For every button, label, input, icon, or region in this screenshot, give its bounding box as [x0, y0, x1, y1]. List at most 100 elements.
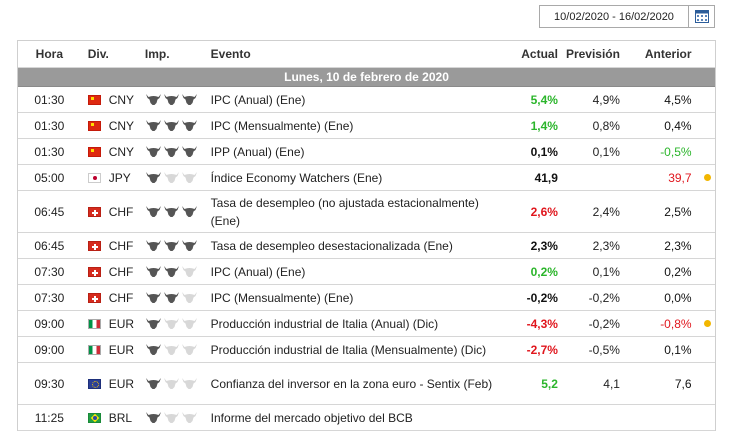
- event-currency: CNY: [81, 145, 138, 159]
- currency-code: EUR: [108, 316, 135, 331]
- bull-icon: [163, 411, 180, 424]
- event-name[interactable]: IPC (Mensualmente) (Ene): [210, 290, 354, 305]
- flag-ch-icon: [87, 292, 101, 303]
- event-previous: -0,8%: [660, 316, 692, 331]
- event-currency: EUR: [81, 343, 138, 357]
- header-anterior[interactable]: Anterior: [644, 47, 692, 61]
- flag-br-icon: [87, 412, 101, 423]
- flag-ch-icon: [87, 206, 101, 217]
- header-div[interactable]: Div.: [87, 47, 109, 61]
- event-time: 09:00: [34, 316, 65, 331]
- bull-icon: [163, 171, 180, 184]
- header-evento[interactable]: Evento: [210, 47, 251, 61]
- flag-it-icon: [87, 318, 101, 329]
- table-row[interactable]: 11:25 BRL Informe del mercado objetivo del…: [18, 405, 715, 431]
- header-hora[interactable]: Hora: [35, 47, 64, 61]
- importance-rating: [138, 377, 205, 390]
- bull-icon: [145, 411, 162, 424]
- event-forecast: -0,2%: [588, 316, 620, 331]
- event-name[interactable]: IPP (Anual) (Ene): [210, 144, 305, 159]
- event-time: 09:30: [34, 376, 65, 391]
- table-row[interactable]: 09:00 EUR Producción industrial de Italia …: [18, 337, 715, 363]
- event-name[interactable]: IPC (Anual) (Ene): [210, 92, 306, 107]
- revision-indicator: [700, 174, 715, 181]
- event-actual: 5,2: [541, 376, 558, 391]
- table-row[interactable]: 06:45 CHF Tasa de desempleo (no ajustada e…: [18, 191, 715, 233]
- bull-icon: [145, 145, 162, 158]
- event-previous: 0,1%: [664, 342, 692, 357]
- event-name[interactable]: IPC (Anual) (Ene): [210, 264, 306, 279]
- event-currency: CHF: [81, 239, 138, 253]
- table-row[interactable]: 05:00 JPY Índice Economy Watchers (Ene) 41,…: [18, 165, 715, 191]
- event-forecast: 0,1%: [592, 264, 620, 279]
- event-currency: CNY: [81, 119, 138, 133]
- event-currency: CHF: [81, 265, 138, 279]
- calendar-button[interactable]: [689, 5, 715, 28]
- event-name[interactable]: Informe del mercado objetivo del BCB: [210, 410, 413, 425]
- header-imp[interactable]: Imp.: [144, 47, 170, 61]
- event-name[interactable]: Tasa de desempleo desestacionalizada (En…: [210, 238, 453, 253]
- event-actual: -0,2%: [526, 290, 558, 305]
- bull-icon: [163, 317, 180, 330]
- table-row[interactable]: 01:30 CNY IPC (Mensualmente) (Ene) 1,4% 0,8%…: [18, 113, 715, 139]
- importance-rating: [138, 265, 205, 278]
- bull-icon: [145, 291, 162, 304]
- importance-rating: [138, 171, 205, 184]
- event-previous: 0,0%: [664, 290, 692, 305]
- event-previous: 2,3%: [664, 238, 692, 253]
- event-actual: -2,7%: [526, 342, 558, 357]
- currency-code: CHF: [108, 290, 134, 305]
- currency-code: CNY: [108, 92, 135, 107]
- event-forecast: -0,2%: [588, 290, 620, 305]
- event-time: 07:30: [34, 264, 65, 279]
- event-name[interactable]: Tasa de desempleo (no ajustada estaciona…: [210, 195, 479, 228]
- event-name[interactable]: Índice Economy Watchers (Ene): [210, 170, 383, 185]
- event-name[interactable]: Confianza del inversor en la zona euro -…: [210, 376, 493, 391]
- date-range-input[interactable]: 10/02/2020 - 16/02/2020: [539, 5, 689, 28]
- event-time: 05:00: [34, 170, 65, 185]
- bull-icon: [181, 119, 198, 132]
- bull-icon: [181, 343, 198, 356]
- event-name[interactable]: IPC (Mensualmente) (Ene): [210, 118, 354, 133]
- table-row[interactable]: 07:30 CHF IPC (Anual) (Ene) 0,2% 0,1% 0,2%: [18, 259, 715, 285]
- importance-rating: [138, 411, 205, 424]
- event-actual: 0,2%: [530, 264, 558, 279]
- event-previous: 39,7: [668, 170, 692, 185]
- header-actual[interactable]: Actual: [521, 47, 558, 61]
- event-forecast: 2,4%: [592, 204, 620, 219]
- bull-icon: [181, 239, 198, 252]
- bull-icon: [145, 171, 162, 184]
- header-prevision[interactable]: Previsión: [565, 47, 620, 61]
- event-currency: JPY: [81, 171, 138, 185]
- bull-icon: [181, 145, 198, 158]
- date-range-picker[interactable]: 10/02/2020 - 16/02/2020: [539, 5, 715, 28]
- currency-code: CHF: [108, 238, 134, 253]
- event-name[interactable]: Producción industrial de Italia (Mensual…: [210, 342, 487, 357]
- event-actual: 1,4%: [530, 118, 558, 133]
- event-previous: 2,5%: [664, 204, 692, 219]
- day-separator: Lunes, 10 de febrero de 2020: [18, 68, 715, 87]
- currency-code: CHF: [108, 204, 134, 219]
- bull-icon: [181, 205, 198, 218]
- importance-rating: [138, 343, 205, 356]
- event-currency: EUR: [81, 317, 138, 331]
- currency-code: EUR: [108, 342, 135, 357]
- table-row[interactable]: 06:45 CHF Tasa de desempleo desestacionali…: [18, 233, 715, 259]
- table-row[interactable]: 09:30 EUR Confianza del inversor en la zon…: [18, 363, 715, 405]
- table-row[interactable]: 01:30 CNY IPC (Anual) (Ene) 5,4% 4,9% 4,5%: [18, 87, 715, 113]
- revision-indicator: [700, 320, 715, 327]
- event-forecast: 0,8%: [592, 118, 620, 133]
- bull-icon: [163, 343, 180, 356]
- event-previous: 0,2%: [664, 264, 692, 279]
- table-row[interactable]: 09:00 EUR Producción industrial de Italia …: [18, 311, 715, 337]
- importance-rating: [138, 239, 205, 252]
- table-header: Hora Div. Imp. Evento Actual Previsión A…: [18, 41, 715, 68]
- event-forecast: -0,5%: [588, 342, 620, 357]
- table-row[interactable]: 07:30 CHF IPC (Mensualmente) (Ene) -0,2% -0,…: [18, 285, 715, 311]
- bull-icon: [145, 93, 162, 106]
- table-row[interactable]: 01:30 CNY IPP (Anual) (Ene) 0,1% 0,1% -0,5%: [18, 139, 715, 165]
- event-name[interactable]: Producción industrial de Italia (Anual) …: [210, 316, 439, 331]
- importance-rating: [138, 291, 205, 304]
- event-forecast: 0,1%: [592, 144, 620, 159]
- bull-icon: [145, 317, 162, 330]
